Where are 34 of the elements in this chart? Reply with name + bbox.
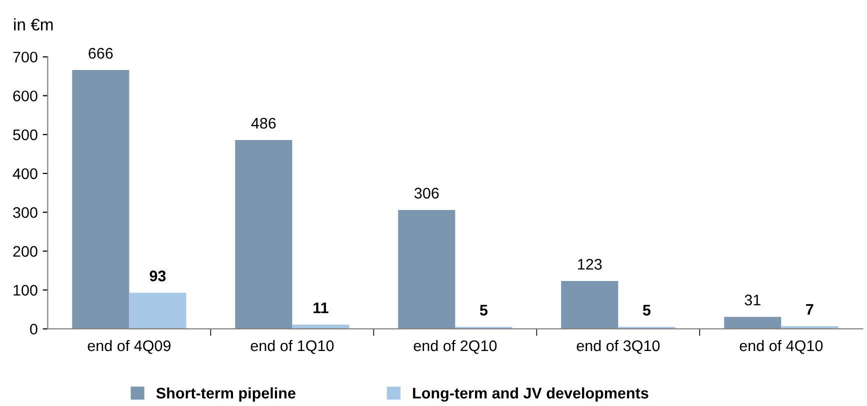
y-tick-label: 400 (12, 168, 38, 180)
bar (235, 140, 292, 329)
x-tick-label: end of 1Q10 (250, 340, 334, 354)
data-label: 5 (642, 304, 651, 316)
bar (72, 70, 130, 329)
y-tick-label: 200 (13, 246, 38, 257)
x-tick-label: end of 3Q10 (576, 340, 660, 354)
data-label: 5 (480, 304, 488, 316)
x-tick-label: end of 4Q10 (740, 340, 823, 354)
data-label: 11 (314, 302, 328, 314)
bar (724, 316, 782, 329)
data-label: 486 (251, 118, 276, 129)
bar (398, 210, 456, 329)
bar (129, 292, 186, 329)
y-tick-label: 600 (13, 90, 38, 102)
y-tick-label: 300 (13, 207, 38, 218)
data-label: 123 (578, 258, 602, 270)
y-tick-label: 0 (30, 324, 38, 335)
bar (561, 281, 618, 329)
data-label: 666 (88, 48, 113, 59)
data-label: 93 (150, 270, 166, 282)
x-tick-label: end of 2Q10 (414, 340, 497, 354)
y-tick-label: 500 (13, 129, 38, 140)
y-tick-label: 700 (13, 52, 38, 63)
legend-label: Long-term and JV developments (413, 387, 648, 402)
data-label: 31 (744, 294, 760, 306)
bar (781, 326, 838, 329)
y-axis-title: in €m (14, 18, 53, 31)
y-tick-label: 100 (14, 284, 38, 296)
legend-label: Short-term pipeline (156, 387, 296, 402)
x-tick-label: end of 4Q09 (88, 340, 171, 354)
bar (292, 324, 350, 329)
data-label: 306 (414, 188, 439, 199)
data-label: 7 (806, 304, 814, 315)
